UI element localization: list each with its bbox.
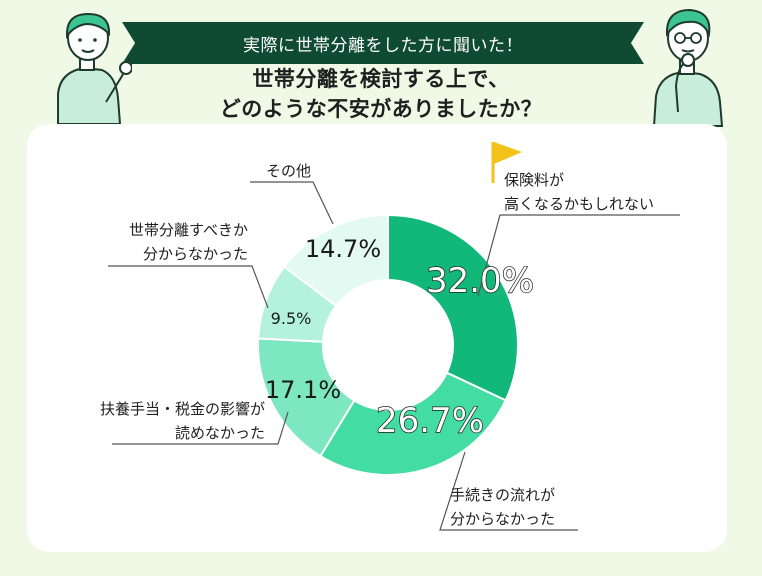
heading-line-2: どのような不安がありましたか？ [219, 97, 543, 121]
leader-line [108, 265, 269, 309]
slice-percent-label: 26.7% [376, 401, 484, 441]
slice-percent-label: 32.0% [426, 261, 534, 301]
slice-label: 世帯分離すべきか [129, 221, 248, 239]
slice-percent-label: 9.5% [271, 309, 312, 328]
chart-card [27, 124, 727, 552]
heading-line-1: 世帯分離を検討する上で、 [252, 67, 510, 91]
person-pointing-illustration [57, 12, 132, 125]
leader-line [112, 411, 289, 445]
title-banner: 実際に世帯分離をした方に聞いた！ [122, 22, 644, 64]
slice-label: 読めなかった [175, 424, 265, 442]
slice-label: その他 [266, 162, 311, 180]
flag-icon [491, 142, 522, 183]
slice-percent-label: 14.7% [305, 235, 381, 263]
slice-label: 扶養手当・税金の影響が [100, 400, 265, 418]
donut-slice [319, 371, 507, 476]
leader-line [439, 451, 578, 531]
donut-slice [282, 213, 389, 308]
slice-percent-label: 17.1% [265, 376, 341, 404]
slice-label: 高くなるかもしれない [504, 195, 654, 213]
slice-label: 分からなかった [450, 510, 555, 528]
person-thinking-illustration [652, 8, 724, 127]
question-heading: 世帯分離を検討する上で、 どのような不安がありましたか？ [150, 64, 612, 124]
slice-label: 分からなかった [143, 245, 248, 263]
donut-slice [387, 213, 519, 402]
leader-line [250, 181, 334, 225]
slice-label: 手続きの流れが [450, 486, 555, 504]
slice-label: 保険料が [504, 171, 564, 189]
leader-line [477, 214, 680, 297]
banner-text: 実際に世帯分離をした方に聞いた！ [243, 35, 523, 56]
